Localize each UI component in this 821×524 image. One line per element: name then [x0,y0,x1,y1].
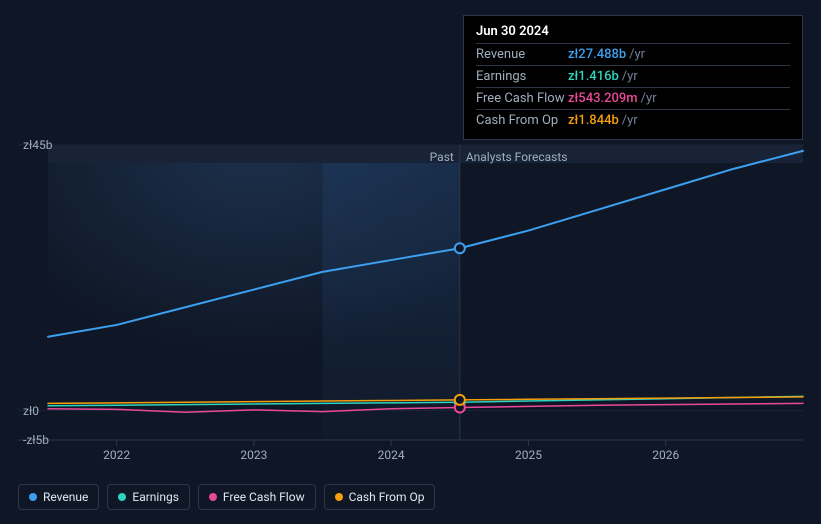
tooltip-row: Earningszł1.416b/yr [476,65,790,87]
legend-label: Cash From Op [349,490,425,504]
tooltip-metric-value: zł27.488b [568,47,626,62]
y-axis-label: zł0 [23,404,39,418]
legend: Revenue Earnings Free Cash Flow Cash From O… [18,484,435,510]
tooltip-metric-suffix: /yr [622,113,638,128]
tooltip-row: Revenuezł27.488b/yr [476,43,790,65]
chart-svg [18,120,803,480]
past-label: Past [430,150,454,164]
legend-item[interactable]: Free Cash Flow [198,484,316,510]
tooltip-metric-value: zł1.844b [568,113,619,128]
tooltip-metric-label: Earnings [476,69,568,84]
legend-dot-icon [209,493,217,501]
legend-dot-icon [118,493,126,501]
legend-label: Earnings [132,490,179,504]
y-axis-label: -zł5b [23,433,49,447]
x-axis-label: 2026 [652,448,679,462]
legend-item[interactable]: Cash From Op [324,484,436,510]
x-axis-label: 2022 [103,448,130,462]
forecast-label: Analysts Forecasts [466,150,568,164]
tooltip-metric-value: zł1.416b [568,69,619,84]
x-axis-label: 2023 [240,448,267,462]
tooltip-metric-suffix: /yr [641,91,657,106]
legend-dot-icon [29,493,37,501]
tooltip-metric-value: zł543.209m [568,91,638,106]
tooltip-row: Cash From Opzł1.844b/yr [476,109,790,131]
tooltip-date: Jun 30 2024 [476,24,790,43]
x-axis-label: 2024 [378,448,405,462]
legend-label: Free Cash Flow [223,490,305,504]
legend-dot-icon [335,493,343,501]
tooltip-row: Free Cash Flowzł543.209m/yr [476,87,790,109]
chart-area: zł45b zł0 -zł5b 2022 2023 2024 2025 2026 Past A… [18,120,803,480]
tooltip-metric-label: Free Cash Flow [476,91,568,106]
tooltip-metric-label: Revenue [476,47,568,62]
tooltip-metric-label: Cash From Op [476,113,568,128]
tooltip-metric-suffix: /yr [622,69,638,84]
tooltip-metric-suffix: /yr [629,47,645,62]
legend-item[interactable]: Revenue [18,484,99,510]
y-axis-label: zł45b [23,138,52,152]
chart-tooltip: Jun 30 2024 Revenuezł27.488b/yrEarningsz… [463,15,803,140]
legend-label: Revenue [43,490,88,504]
x-axis-label: 2025 [515,448,542,462]
legend-item[interactable]: Earnings [107,484,190,510]
